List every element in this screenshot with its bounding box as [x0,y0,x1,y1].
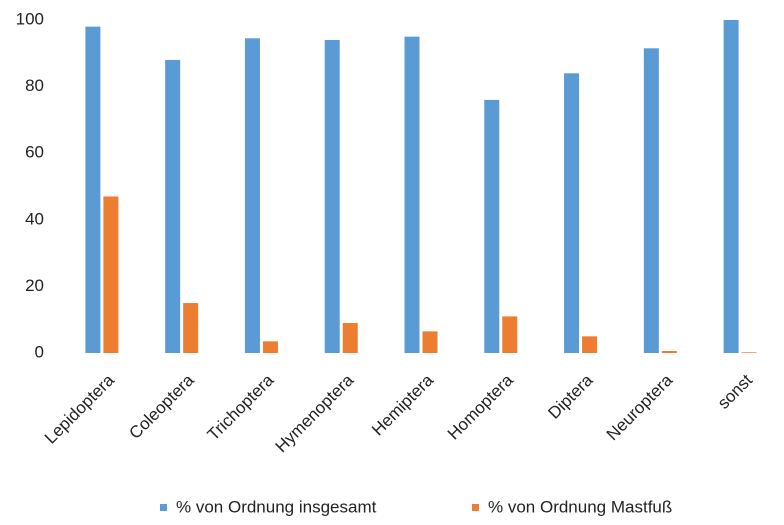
y-tick-label: 60 [25,143,44,162]
bar [404,36,420,354]
bar [85,26,101,353]
legend-label: % von Ordnung Mastfuß [488,497,672,516]
bar [262,341,278,353]
y-tick-label: 40 [25,209,44,228]
legend-swatch [472,504,479,511]
bar [741,352,757,353]
legend-swatch [160,504,167,511]
bar [564,73,580,353]
x-tick-label: Hymenoptera [272,370,358,456]
x-tick-label: Lepidoptera [41,370,118,447]
x-tick-label: sonst [714,370,756,412]
bar [244,38,260,353]
bar [484,99,500,353]
bar [661,351,677,353]
legend-label: % von Ordnung insgesamt [176,497,377,516]
bar [103,196,119,353]
bar [165,59,181,354]
bar [183,303,199,353]
bar [502,316,518,353]
y-tick-label: 20 [25,276,44,295]
bar [422,331,438,353]
y-tick-label: 80 [25,76,44,95]
bar [723,20,739,353]
bar [643,48,659,354]
x-tick-label: Diptera [544,370,597,423]
x-tick-label: Hemiptera [368,370,437,439]
bar [342,323,358,353]
x-tick-label: Neuroptera [603,370,677,444]
bar [582,336,598,353]
bar [324,39,340,353]
x-tick-label: Coleoptera [125,370,198,443]
x-tick-label: Homoptera [444,370,517,443]
x-tick-label: Trichoptera [204,370,278,444]
y-tick-label: 100 [16,9,44,28]
y-tick-label: 0 [35,342,44,361]
